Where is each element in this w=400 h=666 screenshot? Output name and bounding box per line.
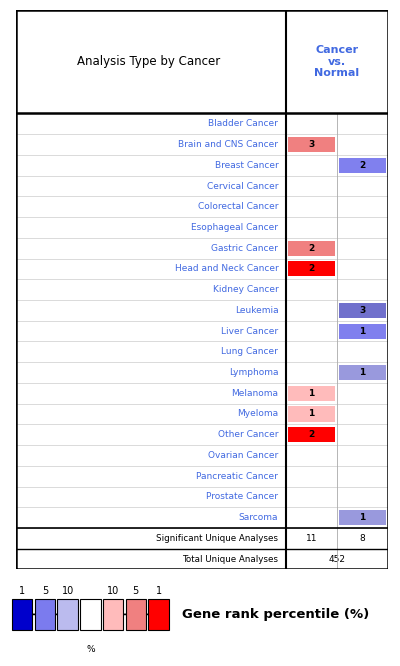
Text: Myeloma: Myeloma [237,410,278,418]
Text: Analysis Type by Cancer: Analysis Type by Cancer [77,55,221,68]
Text: Total Unique Analyses: Total Unique Analyses [182,555,278,563]
Text: Ovarian Cancer: Ovarian Cancer [208,451,278,460]
Bar [126,599,146,630]
Text: %: % [86,645,95,654]
Text: 5: 5 [133,586,139,596]
Bar [57,599,78,630]
Text: 2: 2 [308,430,314,439]
Text: Breast Cancer: Breast Cancer [214,161,278,170]
Text: 8: 8 [360,534,365,543]
Text: Significant Unique Analyses: Significant Unique Analyses [156,534,278,543]
Text: Sarcoma: Sarcoma [239,513,278,522]
Text: Head and Neck Cancer: Head and Neck Cancer [174,264,278,274]
Text: 1: 1 [359,513,366,522]
Text: Cancer
vs.
Normal: Cancer vs. Normal [314,45,360,79]
Bar [288,406,335,422]
Bar [288,240,335,256]
Text: 2: 2 [308,264,314,274]
Text: 2: 2 [359,161,366,170]
Text: 1: 1 [308,410,314,418]
Text: Lung Cancer: Lung Cancer [221,348,278,356]
Text: Liver Cancer: Liver Cancer [221,326,278,336]
Bar [339,324,386,338]
Text: 1: 1 [308,389,314,398]
Bar [288,386,335,401]
Text: Gene rank percentile (%): Gene rank percentile (%) [182,608,370,621]
Text: Esophageal Cancer: Esophageal Cancer [191,223,278,232]
Text: 1: 1 [359,326,366,336]
Text: 1: 1 [19,586,25,596]
Text: 10: 10 [107,586,119,596]
Text: Prostate Cancer: Prostate Cancer [206,492,278,501]
Text: 452: 452 [328,555,345,563]
Text: Cervical Cancer: Cervical Cancer [207,182,278,190]
Bar [35,599,55,630]
Bar [80,599,100,630]
Text: Bladder Cancer: Bladder Cancer [208,119,278,129]
Bar [339,303,386,318]
Text: 5: 5 [42,586,48,596]
Text: Other Cancer: Other Cancer [218,430,278,439]
Text: Gastric Cancer: Gastric Cancer [211,244,278,252]
Text: Brain and CNS Cancer: Brain and CNS Cancer [178,140,278,149]
Text: 1: 1 [156,586,162,596]
Text: Kidney Cancer: Kidney Cancer [212,285,278,294]
Bar [339,365,386,380]
Text: 2: 2 [308,244,314,252]
Text: 1: 1 [359,368,366,377]
Bar [148,599,169,630]
Bar [288,427,335,442]
Bar [103,599,123,630]
Text: 3: 3 [359,306,366,315]
Text: Leukemia: Leukemia [235,306,278,315]
Text: 10: 10 [62,586,74,596]
Bar [339,510,386,525]
Bar [288,261,335,276]
Text: Lymphoma: Lymphoma [229,368,278,377]
Text: Melanoma: Melanoma [231,389,278,398]
Text: Colorectal Cancer: Colorectal Cancer [198,202,278,211]
Bar [339,158,386,173]
Text: 3: 3 [308,140,314,149]
Text: Pancreatic Cancer: Pancreatic Cancer [196,472,278,481]
Bar [12,599,32,630]
Text: 11: 11 [306,534,317,543]
Bar [288,137,335,152]
